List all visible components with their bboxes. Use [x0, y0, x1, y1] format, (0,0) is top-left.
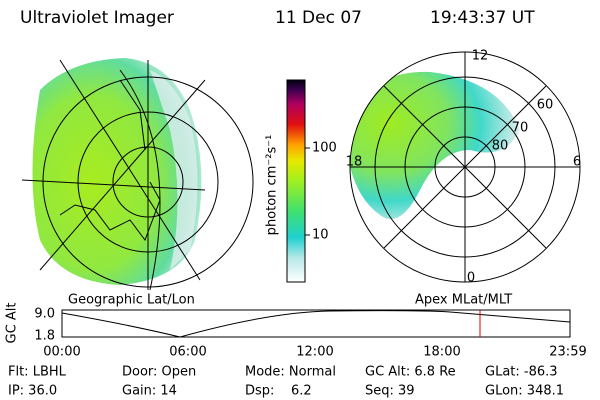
colorbar-label: photon cm⁻²s⁻¹	[265, 135, 280, 236]
altitude-curve	[61, 310, 571, 338]
altitude-y-label: 1.8	[34, 329, 55, 344]
mlat-label: 80	[492, 139, 509, 154]
status-field: Door: Open	[122, 365, 196, 380]
colorbar-tick-label: 100	[312, 141, 337, 156]
status-field: GLon: 348.1	[485, 384, 564, 399]
altitude-x-label: 00:00	[43, 345, 80, 360]
title: Ultraviolet Imager	[20, 8, 174, 28]
time: 19:43:37 UT	[430, 8, 535, 28]
status-field: Mode: Normal	[245, 365, 336, 380]
date: 11 Dec 07	[275, 8, 362, 28]
mlt-label: 12	[472, 49, 489, 64]
altitude-axis-label: GC Alt	[5, 303, 20, 344]
status-footer: Flt: LBHL Door: Open Mode: Normal GC Alt: 6…	[8, 365, 564, 399]
status-field: IP: 36.0	[8, 384, 57, 399]
panel-label: Geographic Lat/Lon	[68, 293, 195, 308]
status-field: Gain: 14	[122, 384, 177, 399]
status-field: Seq: 39	[365, 384, 415, 399]
altitude-frame	[61, 309, 571, 338]
altitude-x-label: 06:00	[169, 345, 206, 360]
mlt-label: 6	[573, 155, 581, 170]
polar-image	[349, 51, 581, 283]
mlat-label: 60	[537, 98, 554, 113]
mlt-label: 18	[346, 155, 363, 170]
geographic-image	[21, 58, 254, 291]
colorbar	[286, 79, 306, 283]
altitude-y-label: 9.0	[34, 307, 55, 322]
mlt-label: 0	[467, 271, 475, 286]
status-field: GLat: -86.3	[485, 365, 558, 380]
mlat-label: 70	[512, 121, 529, 136]
altitude-x-label: 12:00	[296, 345, 333, 360]
status-field: Flt: LBHL	[8, 365, 67, 380]
colorbar-tick-label: 10	[312, 228, 329, 243]
panel-label: Apex MLat/MLT	[415, 293, 512, 308]
status-field: Dsp: 6.2	[245, 384, 312, 399]
altitude-x-label: 23:59	[549, 345, 586, 360]
altitude-x-label: 18:00	[423, 345, 460, 360]
status-field: GC Alt: 6.8 Re	[365, 365, 456, 380]
